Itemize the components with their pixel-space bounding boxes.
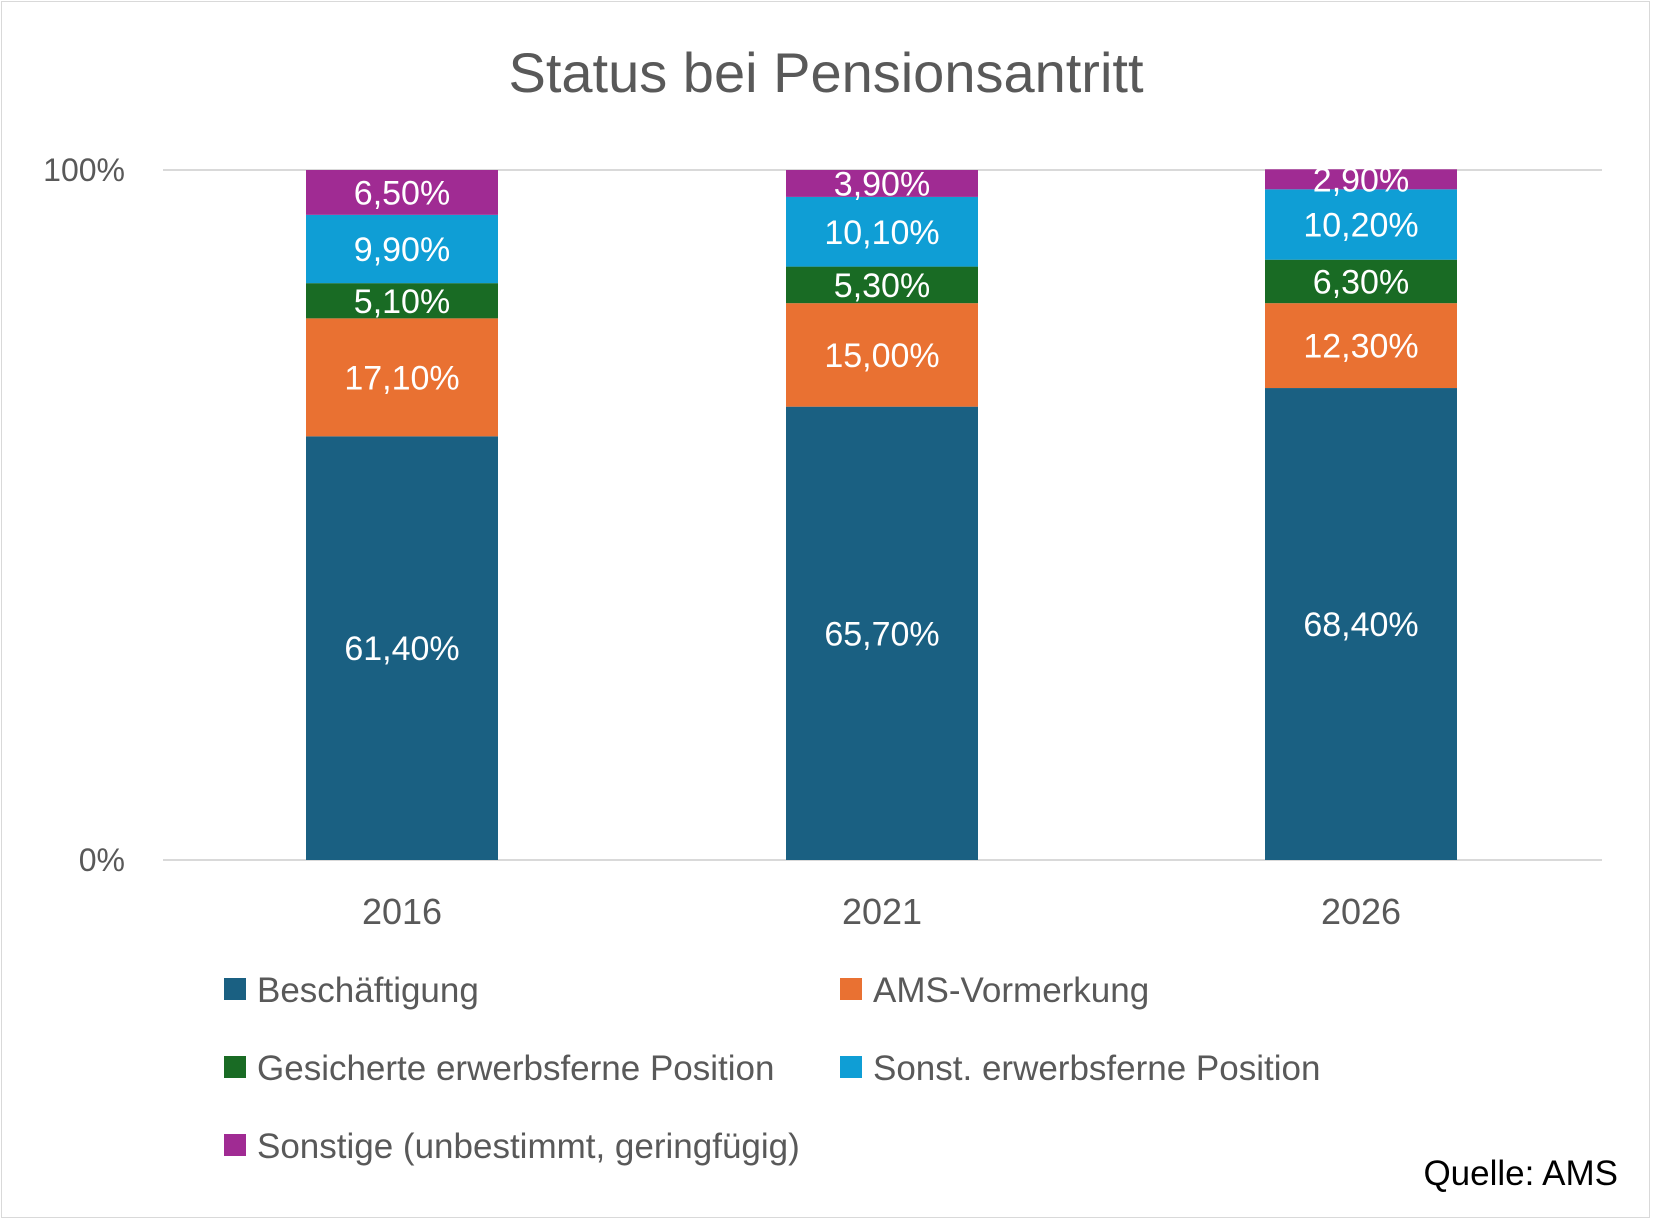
legend-swatch — [840, 978, 862, 1000]
legend-label: Sonst. erwerbsferne Position — [873, 1049, 1320, 1088]
bar-segment — [306, 214, 498, 284]
data-label: 10,10% — [824, 214, 939, 252]
data-label: 65,70% — [824, 615, 939, 653]
bar-segment — [306, 170, 498, 215]
source-note: Quelle: AMS — [1423, 1154, 1618, 1193]
legend-swatch — [224, 1134, 246, 1156]
bar-segment — [306, 283, 498, 319]
bar-segment — [1265, 259, 1457, 304]
legend-swatch — [224, 1056, 246, 1078]
bar-segment — [1265, 303, 1457, 389]
bar-segment — [1265, 189, 1457, 260]
legend-swatch — [224, 978, 246, 1000]
data-label: 5,30% — [834, 267, 930, 305]
bar-segment — [786, 266, 978, 304]
data-label: 17,10% — [344, 359, 459, 397]
bar-segment — [786, 406, 978, 860]
data-label: 6,30% — [1313, 263, 1409, 301]
bar-segment — [306, 318, 498, 437]
data-label: 5,10% — [354, 283, 450, 321]
bars — [306, 169, 1457, 860]
y-tick-label: 100% — [43, 152, 125, 188]
bar-segment — [1265, 388, 1457, 860]
bar-segment — [786, 303, 978, 407]
legend-label: Sonstige (unbestimmt, geringfügig) — [257, 1127, 800, 1166]
x-tick-label: 2016 — [362, 891, 442, 932]
bar-segment — [1265, 169, 1457, 190]
legend-label: AMS-Vormerkung — [873, 971, 1149, 1010]
data-label: 12,30% — [1303, 328, 1418, 366]
legend: Beschäftigung AMS-Vormerkung Gesicherte er… — [224, 971, 1320, 1166]
data-labels: 61,40% 17,10% 5,10% 9,90% 6,50% 65,70% 15,00% 5… — [344, 161, 1418, 668]
data-label: 10,20% — [1303, 207, 1418, 245]
x-tick-label: 2021 — [842, 891, 922, 932]
x-tick-label: 2026 — [1321, 891, 1401, 932]
bar-segment — [786, 196, 978, 267]
data-label: 68,40% — [1303, 606, 1418, 644]
legend-label: Gesicherte erwerbsferne Position — [257, 1049, 774, 1088]
data-label: 2,90% — [1313, 161, 1409, 199]
data-label: 9,90% — [354, 231, 450, 269]
bar-segment — [786, 170, 978, 197]
chart-title: Status bei Pensionsantritt — [508, 41, 1143, 104]
bar-segment — [306, 436, 498, 860]
data-label: 6,50% — [354, 174, 450, 212]
y-tick-label: 0% — [79, 842, 125, 878]
data-label: 3,90% — [834, 165, 930, 203]
legend-label: Beschäftigung — [257, 971, 479, 1010]
legend-swatch — [840, 1056, 862, 1078]
data-label: 15,00% — [824, 337, 939, 375]
axes: 0% 100% 2016 2021 2026 — [43, 152, 1401, 932]
data-label: 61,40% — [344, 630, 459, 668]
